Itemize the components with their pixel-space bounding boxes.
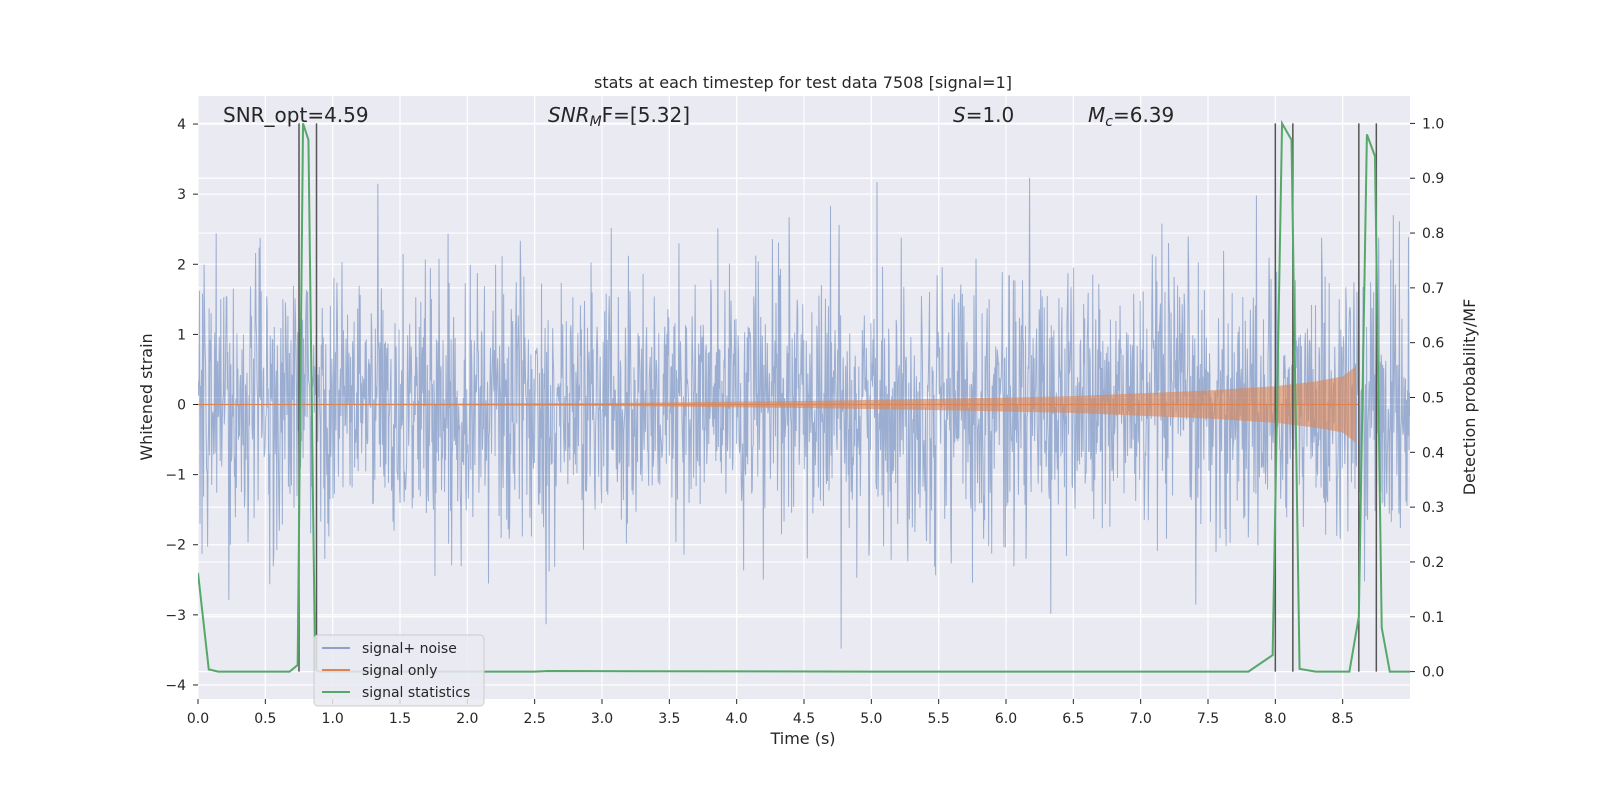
right-tick-label: 0.9 <box>1422 171 1444 187</box>
x-tick-label: 8.0 <box>1264 711 1286 727</box>
y-axis-ticks: 4 3 2 1 0 −1 −2 −3 −4 <box>165 117 198 694</box>
y-tick-label: 4 <box>177 117 186 133</box>
y-tick-label: −3 <box>165 608 186 624</box>
annotation-mc-value: =6.39 <box>1113 103 1174 127</box>
signal-only-series <box>198 365 1359 444</box>
x-tick-label: 1.0 <box>322 711 344 727</box>
y-tick-label: −2 <box>165 538 186 554</box>
x-tick-label: 7.0 <box>1130 711 1152 727</box>
x-tick-label: 2.0 <box>456 711 478 727</box>
x-tick-label: 7.5 <box>1197 711 1219 727</box>
annotation-snr-mf-sub: M <box>590 114 602 130</box>
x-tick-label: 3.0 <box>591 711 613 727</box>
right-tick-label: 0.0 <box>1422 665 1444 681</box>
x-tick-label: 2.5 <box>524 711 546 727</box>
annotation-s-value: =1.0 <box>966 103 1015 127</box>
signal-statistics-series <box>198 119 1410 673</box>
legend-label-signal: signal only <box>362 663 437 679</box>
y-tick-label: 3 <box>177 187 186 203</box>
x-tick-label: 0.5 <box>254 711 276 727</box>
x-tick-label: 0.0 <box>187 711 209 727</box>
right-tick-label: 1.0 <box>1422 116 1444 132</box>
x-tick-label: 4.5 <box>793 711 815 727</box>
x-tick-label: 3.5 <box>658 711 680 727</box>
chart-title: stats at each timestep for test data 750… <box>594 73 1012 92</box>
right-tick-label: 0.4 <box>1422 445 1444 461</box>
x-tick-label: 5.0 <box>860 711 882 727</box>
right-axis-ticks: 1.0 0.9 0.8 0.7 0.6 0.5 0.4 0.3 0.2 0.1 0.0 <box>1410 116 1444 681</box>
right-tick-label: 0.6 <box>1422 336 1444 352</box>
annotation-s: S=1.0 <box>953 103 1014 127</box>
legend: signal+ noise signal only signal statist… <box>313 634 485 707</box>
right-tick-label: 0.5 <box>1422 391 1444 407</box>
right-tick-label: 0.7 <box>1422 281 1444 297</box>
x-tick-label: 4.0 <box>726 711 748 727</box>
y-tick-label: −4 <box>165 678 186 694</box>
y-tick-label: 1 <box>177 327 186 343</box>
annotation-snr-mf-tail: F=[5.32] <box>602 103 690 127</box>
x-axis-label: Time (s) <box>769 729 835 748</box>
annotation-mc-base: M <box>1088 103 1105 127</box>
annotation-snr-opt: SNR_opt=4.59 <box>223 103 369 127</box>
annotation-mc-sub: c <box>1105 114 1113 130</box>
y-tick-label: 0 <box>177 398 186 414</box>
x-tick-label: 8.5 <box>1332 711 1354 727</box>
right-tick-label: 0.1 <box>1422 610 1444 626</box>
x-tick-label: 6.0 <box>995 711 1017 727</box>
y-axis-label: Whitened strain <box>137 333 156 460</box>
right-tick-label: 0.8 <box>1422 226 1444 242</box>
legend-box <box>313 634 485 707</box>
annotation-mc: Mc=6.39 <box>1088 103 1174 130</box>
annotation-snr-mf-base: SNR <box>548 103 590 127</box>
legend-label-stats: signal statistics <box>362 685 470 701</box>
x-tick-label: 1.5 <box>389 711 411 727</box>
y-tick-label: 2 <box>177 257 186 273</box>
x-axis-ticks: 0.0 0.5 1.0 1.5 2.0 2.5 3.0 3.5 4.0 4.5 5.0 5.5 6.0 6… <box>187 699 1354 727</box>
legend-label-noise: signal+ noise <box>362 641 457 657</box>
right-tick-label: 0.3 <box>1422 500 1444 516</box>
annotation-snr-mf: SNRMF=[5.32] <box>548 103 690 130</box>
annotation-s-symbol: S <box>953 103 966 127</box>
right-axis-label: Detection probability/MF <box>1460 299 1479 496</box>
signal-statistics-line <box>198 119 1410 673</box>
y-tick-label: −1 <box>165 468 186 484</box>
x-tick-label: 5.5 <box>928 711 950 727</box>
right-tick-label: 0.2 <box>1422 555 1444 571</box>
x-tick-label: 6.5 <box>1062 711 1084 727</box>
